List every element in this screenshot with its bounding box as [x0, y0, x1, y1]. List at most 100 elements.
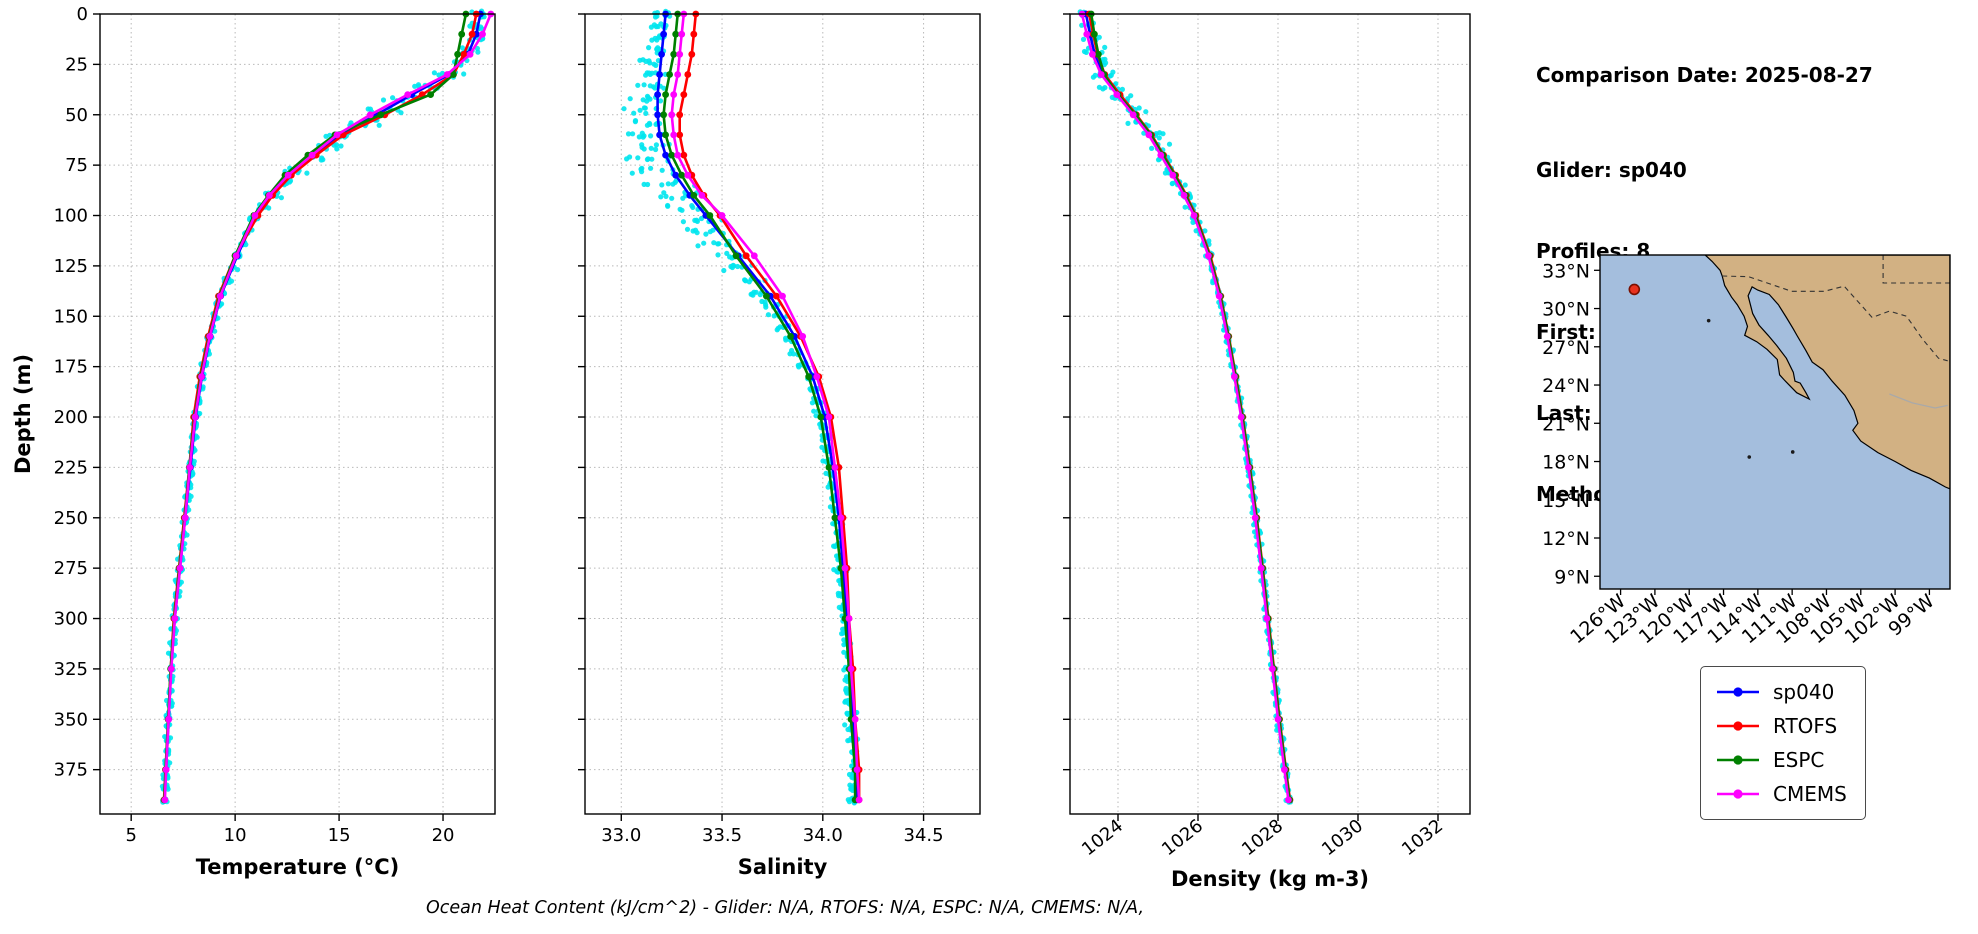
svg-text:50: 50	[65, 105, 88, 126]
svg-text:150: 150	[54, 306, 88, 327]
legend-label: RTOFS	[1773, 714, 1838, 738]
svg-text:175: 175	[54, 357, 88, 378]
glider-raw-observations-scatter	[1077, 9, 1294, 805]
svg-text:25: 25	[65, 54, 88, 75]
svg-text:18°N: 18°N	[1542, 452, 1590, 474]
location-map-canvas: 126°W123°W120°W117°W114°W111°W108°W105°W…	[1542, 254, 1951, 648]
svg-text:125: 125	[54, 256, 88, 277]
series-sp040	[161, 10, 484, 804]
salinity-profile-panel: 33.0 33.5 34.0 34.5 Salinity	[578, 8, 981, 879]
svg-text:75: 75	[65, 155, 88, 176]
svg-text:15°N: 15°N	[1542, 490, 1590, 512]
series-sp040	[654, 10, 861, 804]
svg-text:375: 375	[54, 760, 88, 781]
svg-text:300: 300	[54, 609, 88, 630]
x-axis: 1024 1026 1028 1030 1032	[1078, 814, 1447, 860]
legend-marker-rtofs	[1717, 721, 1759, 731]
glider-raw-observations-scatter	[621, 8, 861, 806]
series-CMEMS	[161, 10, 495, 804]
river-line	[1889, 393, 1948, 409]
svg-text:34.0: 34.0	[803, 825, 843, 846]
state-border-line	[1882, 255, 1950, 284]
island-dot	[1706, 318, 1711, 323]
svg-text:1030: 1030	[1318, 815, 1367, 860]
legend-item-sp040: sp040	[1715, 675, 1847, 709]
comparison-date-text: Comparison Date: 2025-08-27	[1536, 63, 1873, 87]
glider-name-text: Glider: sp040	[1536, 158, 1687, 182]
series-RTOFS	[1085, 10, 1294, 804]
series-ESPC	[660, 10, 859, 804]
glider-raw-observations-scatter	[159, 8, 487, 805]
svg-text:20: 20	[432, 825, 455, 846]
svg-text:325: 325	[54, 659, 88, 680]
svg-text:100: 100	[54, 206, 88, 227]
legend: sp040 RTOFS ESPC CMEMS	[1700, 666, 1866, 820]
grid-lines	[100, 13, 495, 814]
x-axis-label: Salinity	[738, 855, 828, 879]
plot-border	[1069, 13, 1471, 815]
svg-text:200: 200	[54, 407, 88, 428]
x-axis-label: Temperature (°C)	[196, 855, 399, 879]
svg-text:350: 350	[54, 709, 88, 730]
y-axis: 0 25 50 75 100 125 150 175 200 225 250 275 300 325 350…	[54, 4, 100, 781]
island-dot	[1747, 455, 1752, 459]
map-lon-axis: 126°W123°W120°W117°W114°W111°W108°W105°W…	[1566, 589, 1939, 648]
series-ESPC	[161, 10, 470, 804]
plot-border	[584, 13, 981, 815]
legend-item-cmems: CMEMS	[1715, 777, 1847, 811]
y-axis	[1063, 13, 1070, 771]
map-lat-axis: 33°N 30°N 27°N 24°N 21°N 18°N 15°N 12°N 9°N	[1542, 260, 1600, 588]
svg-text:30°N: 30°N	[1542, 299, 1590, 321]
svg-text:9°N: 9°N	[1554, 566, 1590, 588]
series-ESPC	[1087, 10, 1293, 804]
density-profile-panel: 1024 1026 1028 1030 1032 Density (kg m-3)	[1063, 9, 1471, 891]
svg-text:1024: 1024	[1078, 815, 1127, 860]
legend-label: ESPC	[1773, 748, 1825, 772]
svg-text:1028: 1028	[1238, 815, 1287, 860]
location-map: 126°W 123°W 120°W 117°W 114°W 111°W 108°W 105°W…	[1520, 245, 1978, 648]
svg-text:27°N: 27°N	[1542, 337, 1590, 359]
legend-marker-sp040	[1717, 687, 1759, 697]
svg-text:225: 225	[54, 457, 88, 478]
x-axis: 33.0 33.5 34.0 34.5	[601, 814, 944, 846]
ocean-heat-content-note: Ocean Heat Content (kJ/cm^2) - Glider: N…	[425, 898, 1145, 918]
svg-text:275: 275	[54, 558, 88, 579]
legend-marker-espc	[1717, 755, 1759, 765]
legend-label: CMEMS	[1773, 782, 1847, 806]
svg-text:21°N: 21°N	[1542, 413, 1590, 435]
us-mexico-border-line	[1722, 275, 1948, 362]
series-sp040	[1082, 10, 1293, 804]
island-dot	[1790, 450, 1795, 454]
legend-item-espc: ESPC	[1715, 743, 1847, 777]
svg-text:15: 15	[328, 825, 351, 846]
x-axis: 5 10 15 20	[125, 814, 454, 846]
y-axis	[578, 13, 585, 771]
svg-text:34.5: 34.5	[904, 825, 944, 846]
grid-lines	[1070, 13, 1470, 814]
series-CMEMS	[668, 10, 863, 804]
series-RTOFS	[676, 10, 863, 804]
temperature-profile-panel: 5 10 15 20025507510012515017520022525027530…	[54, 4, 496, 879]
svg-text:24°N: 24°N	[1542, 375, 1590, 397]
series-RTOFS	[160, 10, 480, 804]
svg-text:33°N: 33°N	[1542, 260, 1590, 282]
svg-text:10: 10	[224, 825, 247, 846]
y-axis-label: Depth (m)	[11, 354, 35, 474]
legend-marker-cmems	[1717, 789, 1759, 799]
svg-text:250: 250	[54, 508, 88, 529]
glider-position-marker	[1628, 283, 1641, 296]
map-area	[1600, 255, 1950, 589]
svg-text:33.5: 33.5	[702, 825, 742, 846]
x-axis-label: Density (kg m-3)	[1171, 867, 1369, 891]
svg-text:0: 0	[77, 4, 88, 25]
series-CMEMS	[1078, 10, 1292, 804]
legend-item-rtofs: RTOFS	[1715, 709, 1847, 743]
svg-text:5: 5	[125, 825, 136, 846]
svg-text:12°N: 12°N	[1542, 528, 1590, 550]
svg-text:1026: 1026	[1158, 815, 1207, 860]
svg-text:33.0: 33.0	[601, 825, 641, 846]
map-border	[1599, 254, 1951, 590]
legend-label: sp040	[1773, 680, 1835, 704]
